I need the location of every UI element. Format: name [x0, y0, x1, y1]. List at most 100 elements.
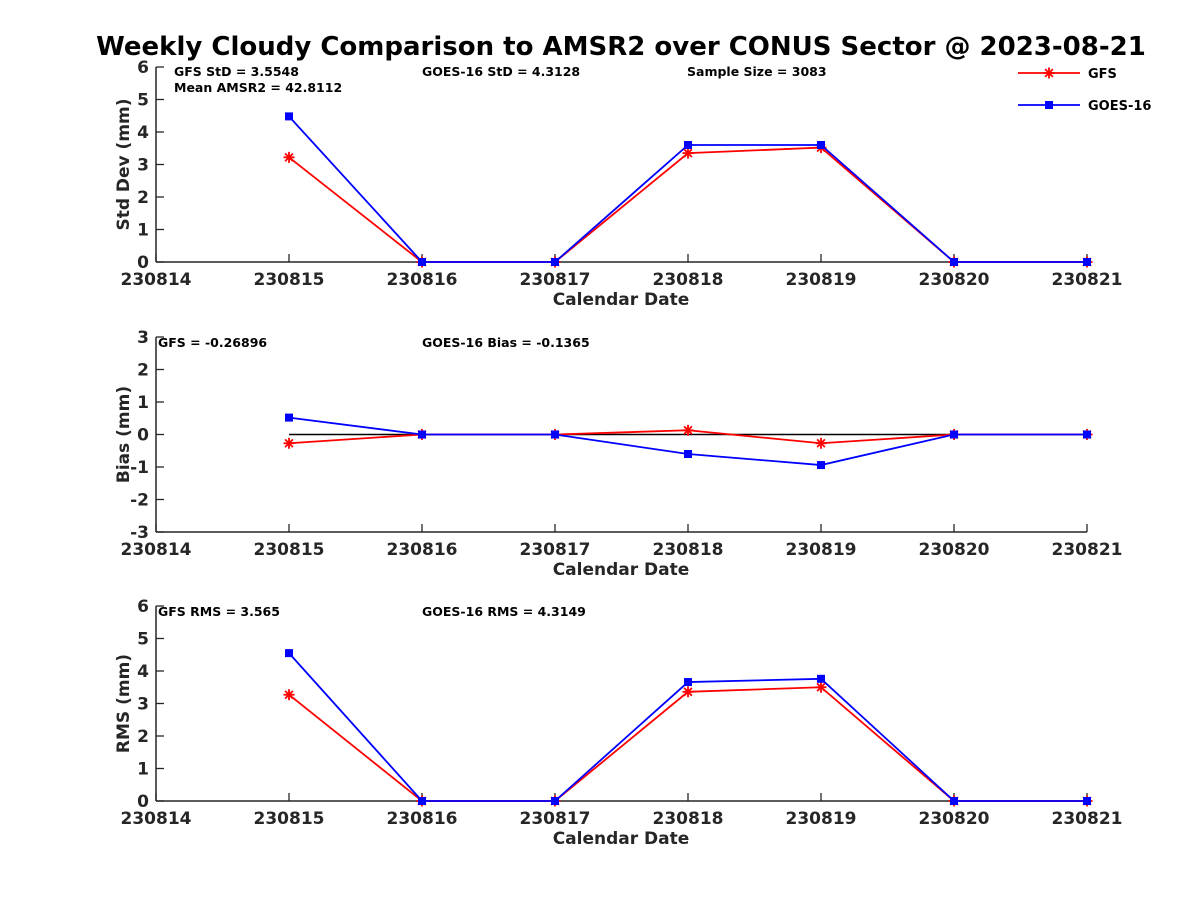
y-tick-label: 5 — [137, 630, 149, 650]
x-tick-label: 230820 — [919, 270, 990, 290]
data-point — [684, 450, 692, 458]
series-line-gfs — [288, 686, 1087, 802]
x-tick-label: 230819 — [786, 809, 857, 829]
data-point — [551, 430, 559, 439]
y-tick-label: 3 — [137, 695, 149, 715]
stat-annotation: GOES-16 Bias = -0.1365 — [422, 335, 590, 350]
x-tick-label: 230817 — [520, 540, 591, 560]
y-tick-label: 6 — [137, 58, 149, 78]
data-point — [682, 686, 694, 698]
series-goes-16 — [285, 413, 1091, 470]
stat-annotation: Mean AMSR2 = 42.8112 — [174, 80, 342, 95]
data-point — [418, 430, 426, 439]
x-tick-label: 230816 — [387, 809, 458, 829]
legend-entry-goes-16: GOES-16 — [1018, 99, 1151, 114]
legend-label: GFS — [1088, 67, 1117, 82]
x-tick-label: 230821 — [1052, 540, 1123, 560]
series-line-goes-16 — [288, 115, 1087, 263]
data-point — [1083, 430, 1091, 439]
x-tick-label: 230818 — [653, 809, 724, 829]
data-point — [285, 413, 293, 422]
x-tick-label: 230815 — [254, 270, 325, 290]
y-tick-label: 0 — [137, 426, 149, 446]
x-tick-label: 230817 — [520, 270, 591, 290]
series-goes-16 — [285, 649, 1091, 805]
y-tick-label: -2 — [130, 491, 149, 511]
data-point — [950, 258, 958, 266]
data-point — [418, 797, 426, 805]
y-axis-label: RMS (mm) — [114, 654, 134, 753]
series-line-goes-16 — [288, 652, 1087, 802]
panel-2: 230814 230815 230816 230817 230818 230819 2308… — [114, 328, 1122, 580]
data-point — [1083, 797, 1091, 805]
data-point — [682, 147, 694, 159]
x-tick-label: 230818 — [653, 270, 724, 290]
stat-annotation: GOES-16 RMS = 4.3149 — [422, 604, 586, 619]
legend-marker — [1045, 101, 1053, 109]
stat-annotation: Sample Size = 3083 — [687, 64, 827, 79]
x-tick-label: 230821 — [1052, 270, 1123, 290]
data-point — [283, 437, 295, 449]
x-tick-label: 230819 — [786, 270, 857, 290]
x-tick-label: 230818 — [653, 540, 724, 560]
x-tick-label: 230816 — [387, 540, 458, 560]
series-gfs — [283, 681, 1093, 807]
legend-entry-gfs: GFS — [1018, 67, 1117, 82]
x-tick-label: 230820 — [919, 540, 990, 560]
panel-1: 230814 230815 230816 230817 230818 230819 2308… — [114, 58, 1122, 310]
legend-label: GOES-16 — [1088, 99, 1151, 114]
y-axis-label: Std Dev (mm) — [114, 98, 134, 230]
y-tick-label: 3 — [137, 328, 149, 348]
x-tick-label: 230814 — [121, 270, 192, 290]
data-point — [682, 424, 694, 436]
legend: GFS GOES-16 — [1018, 67, 1151, 114]
y-tick-label: -1 — [130, 458, 149, 478]
x-tick-label: 230817 — [520, 809, 591, 829]
y-tick-label: 0 — [137, 253, 149, 273]
series-goes-16 — [285, 112, 1091, 266]
series-gfs — [283, 142, 1093, 268]
y-tick-label: 1 — [137, 760, 149, 780]
y-tick-label: 5 — [137, 91, 149, 111]
y-tick-label: 1 — [137, 221, 149, 241]
y-tick-label: 4 — [137, 662, 149, 682]
stat-annotation: GFS StD = 3.5548 — [174, 64, 299, 79]
series-gfs — [283, 424, 1093, 449]
y-tick-label: 3 — [137, 156, 149, 176]
data-point — [815, 681, 827, 693]
x-tick-label: 230815 — [254, 540, 325, 560]
data-point — [551, 258, 559, 266]
panel-3: 230814 230815 230816 230817 230818 230819 2308… — [114, 597, 1122, 849]
data-point — [817, 674, 825, 683]
data-point — [1083, 258, 1091, 266]
y-tick-label: 1 — [137, 393, 149, 413]
stat-annotation: GFS = -0.26896 — [158, 335, 267, 350]
stat-annotation: GOES-16 StD = 4.3128 — [422, 64, 580, 79]
data-point — [815, 437, 827, 449]
legend-marker — [1043, 67, 1055, 79]
data-point — [950, 797, 958, 805]
x-tick-label: 230815 — [254, 809, 325, 829]
data-point — [283, 689, 295, 701]
y-tick-label: -3 — [130, 523, 149, 543]
x-tick-label: 230814 — [121, 540, 192, 560]
y-tick-label: 0 — [137, 792, 149, 812]
series-line-gfs — [288, 146, 1087, 263]
y-tick-label: 2 — [137, 361, 149, 381]
x-axis-label: Calendar Date — [553, 560, 690, 580]
data-point — [950, 430, 958, 439]
data-point — [418, 258, 426, 266]
y-tick-label: 2 — [137, 727, 149, 747]
x-tick-label: 230814 — [121, 809, 192, 829]
x-tick-label: 230821 — [1052, 809, 1123, 829]
x-tick-label: 230816 — [387, 270, 458, 290]
panels-group: 230814 230815 230816 230817 230818 230819 2308… — [114, 58, 1122, 849]
x-axis-label: Calendar Date — [553, 290, 690, 310]
y-axis-label: Bias (mm) — [114, 386, 134, 483]
data-point — [817, 461, 825, 470]
x-tick-label: 230820 — [919, 809, 990, 829]
data-point — [684, 141, 692, 149]
data-point — [551, 797, 559, 805]
data-point — [285, 649, 293, 658]
